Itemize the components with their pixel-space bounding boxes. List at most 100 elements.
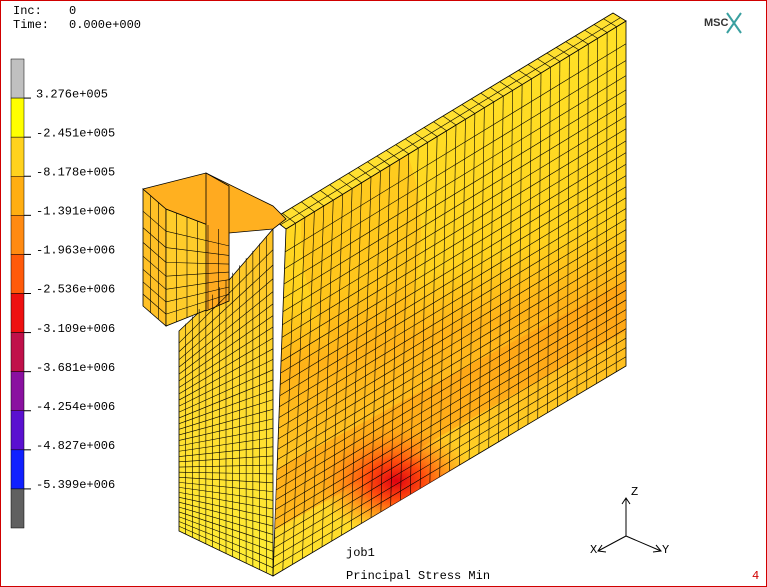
mesh-line: [165, 279, 230, 290]
mesh-line: [414, 132, 428, 143]
time-value: 0.000e+000: [69, 18, 141, 32]
mesh-line: [178, 278, 274, 360]
mesh-line: [142, 227, 167, 248]
mesh-line: [278, 208, 627, 418]
mesh-line: [142, 242, 167, 263]
legend-swatch: [10, 371, 25, 411]
mesh-line: [275, 289, 627, 501]
mesh-line: [442, 115, 457, 126]
mesh-line: [291, 207, 306, 218]
mesh-line: [557, 61, 561, 407]
mesh-line: [284, 60, 627, 270]
mesh-line: [178, 487, 274, 501]
mesh-line: [310, 195, 324, 207]
mesh-line: [178, 249, 274, 344]
mesh-line: [275, 299, 627, 510]
mesh-line: [302, 211, 315, 559]
legend-label: -3.109e+006: [36, 322, 115, 336]
mesh-line: [518, 69, 532, 80]
axis-label-z: Z: [631, 485, 638, 499]
mesh-line: [276, 260, 627, 471]
window-id: 4: [752, 569, 759, 583]
mesh-line: [178, 409, 274, 436]
mesh-line: [274, 318, 627, 530]
legend: 3.276e+005 -2.451e+005 -8.178e+005 -1.391e+…: [10, 58, 115, 529]
mesh-line: [348, 172, 362, 184]
mesh-line: [468, 113, 476, 460]
mesh-line: [178, 337, 274, 395]
mesh-line: [178, 359, 274, 407]
mesh-line: [480, 92, 494, 103]
mesh-line: [178, 348, 274, 401]
mesh-line: [433, 121, 447, 132]
mesh-line: [142, 293, 167, 315]
mesh-line: [277, 229, 627, 440]
mesh-line: [165, 286, 230, 303]
mesh-line: [178, 506, 274, 535]
mesh-line: [596, 38, 598, 384]
mesh-line: [409, 148, 419, 495]
mesh-line: [165, 271, 230, 277]
mesh-line: [178, 455, 274, 463]
mesh-line: [281, 128, 627, 338]
legend-swatch: [10, 254, 25, 294]
legend-swatch: [10, 449, 25, 490]
time-label: Time:: [13, 18, 49, 32]
legend-swatch: [10, 488, 25, 529]
mesh-line: [178, 389, 274, 424]
mesh-line: [400, 153, 410, 501]
mesh-line: [178, 326, 274, 388]
axis-label-y: Y: [662, 543, 669, 557]
mesh-line: [606, 32, 608, 378]
mesh-line: [178, 291, 274, 368]
mesh-line: [376, 155, 391, 166]
mesh-line: [292, 217, 306, 565]
mesh-line: [178, 482, 274, 492]
mesh-line: [274, 309, 627, 520]
mesh-line: [405, 138, 419, 149]
legend-label: -1.963e+006: [36, 244, 115, 258]
legend-label: -4.827e+006: [36, 439, 115, 453]
inc-label: Inc:: [13, 4, 42, 18]
legend-swatch: [10, 136, 25, 177]
mesh-line: [488, 101, 495, 448]
mesh-line: [508, 90, 513, 437]
legend-label: -2.451e+005: [36, 126, 115, 140]
mesh-line: [278, 218, 627, 429]
result-name: Principal Stress Min: [346, 569, 490, 583]
legend-label: -4.254e+006: [36, 400, 115, 414]
mesh-line: [178, 315, 274, 382]
mesh-line: [142, 281, 167, 303]
legend-label: -5.399e+006: [36, 478, 115, 492]
mesh-line: [360, 176, 372, 524]
mesh-line: [281, 140, 627, 350]
legend-label: -3.681e+006: [36, 361, 115, 375]
inc-value: 0: [69, 4, 76, 18]
pier-side: [142, 188, 167, 327]
mesh-line: [282, 223, 296, 571]
mesh-line: [546, 52, 561, 62]
mesh-line: [478, 107, 485, 454]
mesh-line: [279, 197, 627, 407]
mesh-line: [178, 521, 274, 560]
axis-triad: [597, 497, 662, 553]
mesh-line: [459, 119, 466, 466]
mesh-line: [273, 356, 627, 567]
mesh-line: [178, 418, 274, 441]
mesh-line: [380, 165, 391, 512]
mesh-line: [277, 250, 627, 460]
mesh-line: [471, 98, 485, 108]
legend-swatch: [10, 332, 25, 372]
mesh-line: [178, 492, 274, 510]
mesh-line: [395, 144, 409, 155]
mesh-line: [527, 78, 532, 425]
mesh-line: [165, 293, 230, 315]
mesh-line: [165, 230, 230, 247]
legend-swatch: [10, 176, 25, 216]
mesh-line: [439, 130, 447, 477]
mesh-line: [178, 511, 274, 544]
mesh-line: [178, 369, 274, 413]
mesh-line: [283, 75, 627, 285]
mesh-line: [280, 164, 627, 374]
